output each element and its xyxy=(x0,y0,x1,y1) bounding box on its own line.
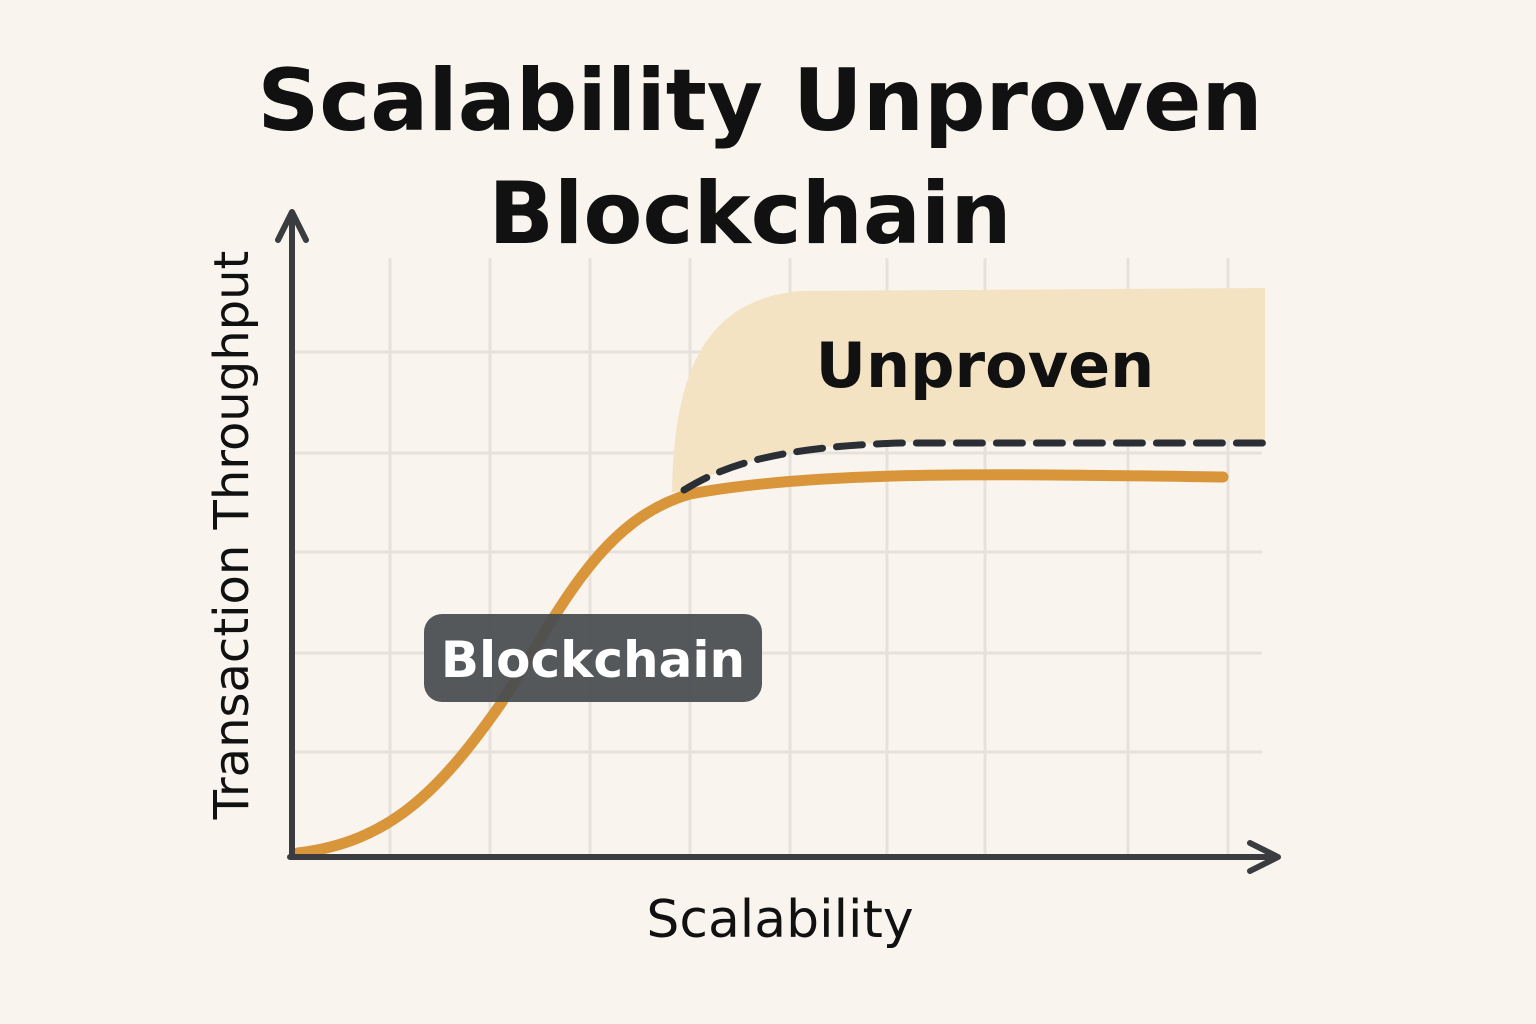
axes xyxy=(275,209,1281,874)
chart-title-line-2: Blockchain xyxy=(488,164,1011,264)
x-axis-label: Scalability xyxy=(646,890,913,950)
blockchain-label: Blockchain xyxy=(441,631,745,689)
y-axis-label: Transaction Throughput xyxy=(204,251,260,821)
chart-title-line-1: Scalability Unproven xyxy=(257,51,1262,151)
unproven-label: Unproven xyxy=(816,329,1155,402)
label-box-background xyxy=(424,614,762,702)
y-axis xyxy=(275,209,309,860)
blockchain-label-box: Blockchain xyxy=(424,614,762,702)
upper-bound-dashed-line xyxy=(680,439,1269,494)
x-axis xyxy=(287,840,1281,874)
unproven-region xyxy=(672,288,1265,492)
blockchain-curve xyxy=(292,469,1229,859)
